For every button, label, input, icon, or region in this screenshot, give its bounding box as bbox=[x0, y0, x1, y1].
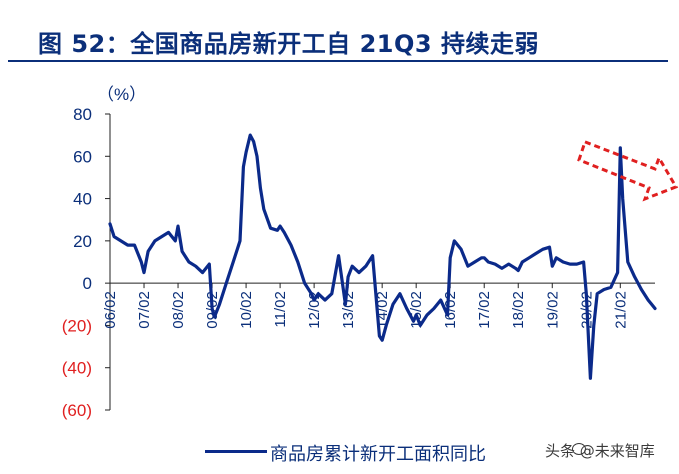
x-tick-label: 21/02 bbox=[612, 291, 629, 329]
y-tick-label: (40) bbox=[62, 359, 92, 378]
title-underline bbox=[8, 60, 668, 62]
x-tick-label: 19/02 bbox=[544, 291, 561, 329]
series-line-0 bbox=[108, 133, 657, 380]
x-axis: 06/02 07/02 08/02 09/02 10/02 11/02 12/02 13/02… bbox=[102, 282, 655, 329]
x-tick-label: 13/02 bbox=[340, 291, 357, 329]
watermark-chat-icon bbox=[572, 443, 586, 455]
dashed-arrow-annotation bbox=[577, 139, 679, 202]
y-tick-label: (60) bbox=[62, 401, 92, 420]
x-tick-label: 06/02 bbox=[102, 291, 119, 329]
x-tick-label: 16/02 bbox=[442, 291, 459, 329]
y-axis-label: （%） bbox=[97, 85, 146, 104]
x-tick-label: 11/02 bbox=[272, 291, 289, 327]
watermark-text: 头条 @未来智库 bbox=[545, 442, 655, 460]
figure-title: 图 52：全国商品房新开工自 21Q3 持续走弱 bbox=[38, 30, 539, 58]
y-tick-label: 20 bbox=[73, 232, 92, 251]
x-tick-label: 07/02 bbox=[136, 291, 153, 329]
y-axis: 80 60 40 20 0 (20) (40) (60) bbox=[62, 105, 111, 420]
legend-line-swatch bbox=[205, 450, 267, 453]
legend-label: 商品房累计新开工面积同比 bbox=[270, 444, 486, 465]
x-tick-label: 10/02 bbox=[238, 291, 255, 329]
trend-annotation bbox=[577, 139, 679, 202]
series-group bbox=[108, 133, 657, 380]
x-tick-label: 08/02 bbox=[170, 291, 187, 329]
y-tick-label: (20) bbox=[62, 316, 92, 335]
y-tick-label: 0 bbox=[83, 274, 92, 293]
x-tick-label: 18/02 bbox=[510, 291, 527, 329]
y-tick-label: 40 bbox=[73, 190, 92, 209]
y-tick-label: 80 bbox=[73, 105, 92, 124]
x-tick-label: 12/02 bbox=[306, 291, 323, 329]
x-tick-label: 17/02 bbox=[476, 291, 493, 329]
y-tick-label: 60 bbox=[73, 147, 92, 166]
